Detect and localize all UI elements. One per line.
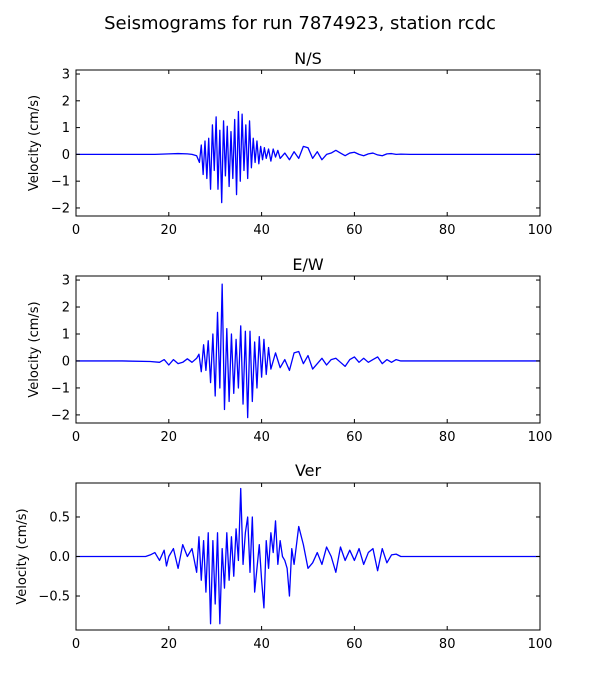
x-tick-label: 80 <box>439 430 456 445</box>
y-tick-label: 0 <box>62 354 70 369</box>
x-tick-label: 60 <box>346 430 363 445</box>
y-tick-label: 0.0 <box>49 550 70 565</box>
x-tick-label: 80 <box>439 223 456 238</box>
x-tick-label: 0 <box>72 637 80 652</box>
chart-ver: 0 20 40 60 80 100 −0.5 0.0 0.5 Ver Velocity (cm/s) <box>15 461 552 652</box>
x-tick-label: 0 <box>72 430 80 445</box>
y-axis-label-e-w: Velocity (cm/s) <box>27 301 42 397</box>
axes-frame <box>75 69 541 217</box>
y-tick-label: −1 <box>51 175 70 190</box>
y-tick-label: −1 <box>51 381 70 396</box>
x-tick-label: 100 <box>528 430 553 445</box>
x-tick-label: 60 <box>346 223 363 238</box>
y-tick-label: 1 <box>62 121 70 136</box>
figure-title: Seismograms for run 7874923, station rcd… <box>104 13 496 34</box>
x-tick-label: 40 <box>253 430 270 445</box>
y-tick-label: 0.5 <box>49 510 70 525</box>
x-tick-label: 20 <box>161 637 178 652</box>
y-tick-label: 2 <box>62 301 70 316</box>
panel-title-ver: Ver <box>295 461 322 480</box>
series-line-n-s <box>76 110 540 204</box>
x-tick-label: 60 <box>346 637 363 652</box>
y-axis-label-ver: Velocity (cm/s) <box>15 508 30 604</box>
chart-n-s: 0 20 40 60 80 100 −2 −1 0 1 2 3 N/S Velocity (cm/s) <box>27 49 552 238</box>
x-tick-label: 20 <box>161 223 178 238</box>
x-tick-label: 40 <box>253 637 270 652</box>
x-tick-label: 0 <box>72 223 80 238</box>
axes-frame <box>75 275 541 424</box>
y-axis-label-n-s: Velocity (cm/s) <box>27 95 42 191</box>
chart-e-w: 0 20 40 60 80 100 −2 −1 0 1 2 3 E/W Velocity (cm/s) <box>27 255 552 445</box>
y-tick-label: 0 <box>62 148 70 163</box>
y-tick-label: −2 <box>51 408 70 423</box>
panel-title-n-s: N/S <box>294 49 322 68</box>
y-tick-label: −2 <box>51 201 70 216</box>
y-tick-label: 3 <box>62 274 70 289</box>
y-tick-label: 2 <box>62 94 70 109</box>
x-tick-label: 40 <box>253 223 270 238</box>
x-tick-label: 100 <box>528 637 553 652</box>
x-tick-label: 100 <box>528 223 553 238</box>
plot-area <box>75 69 541 217</box>
series-line-ver <box>76 487 540 625</box>
series-line-e-w <box>76 283 540 419</box>
y-tick-label: 3 <box>62 68 70 83</box>
y-tick-label: −0.5 <box>38 590 70 605</box>
x-tick-label: 80 <box>439 637 456 652</box>
x-tick-label: 20 <box>161 430 178 445</box>
y-tick-label: 1 <box>62 327 70 342</box>
plot-area <box>75 275 541 424</box>
panel-title-e-w: E/W <box>292 255 324 274</box>
